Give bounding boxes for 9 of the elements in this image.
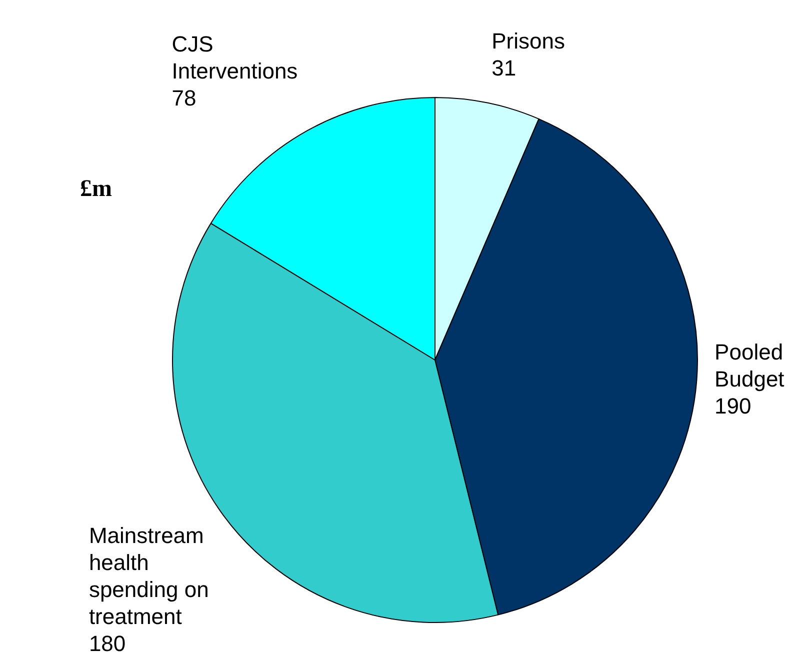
data-label: 78 bbox=[172, 85, 196, 110]
data-label: 180 bbox=[88, 630, 126, 656]
text: £m bbox=[80, 176, 112, 203]
slice-label: Pooled Budget bbox=[714, 340, 784, 392]
slice-label: Prisons bbox=[492, 28, 565, 54]
slice-label: Mainstream health spending on treatment bbox=[88, 522, 209, 629]
data-label: 190 bbox=[714, 394, 752, 419]
slice-label: CJS Interventions bbox=[172, 31, 298, 84]
data-label: 31 bbox=[492, 55, 516, 80]
